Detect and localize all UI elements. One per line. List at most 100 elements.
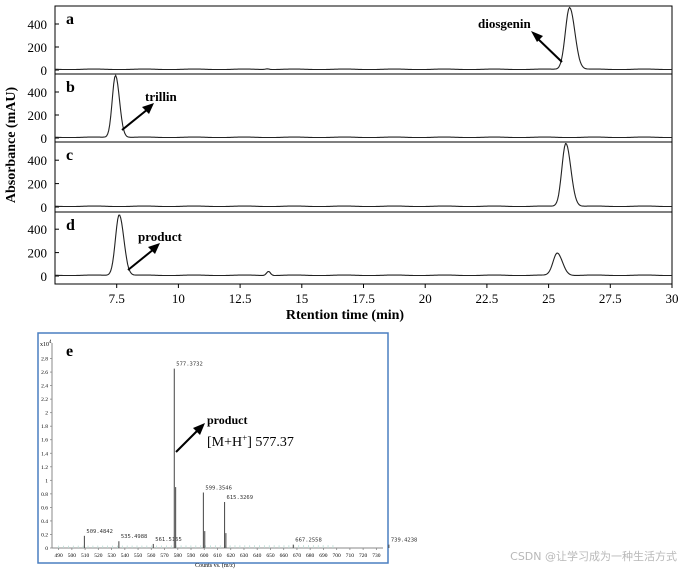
- mass-spectrum-layer: 0 0.2 0.4 0.6 0.8 1 1.2 1.4 1.6 1.8 2 2.2 2.4 2.6 2.8 4…: [41, 357, 417, 559]
- x-tick-label: 17.5: [352, 291, 375, 306]
- panel-b-arrowhead: [142, 103, 154, 114]
- panel-a-ytick-label: 400: [28, 17, 48, 32]
- panel-b-ytick-label: 200: [28, 108, 48, 123]
- ms-ytick-label: 0.4: [41, 519, 48, 525]
- ms-xtick-label: 610: [213, 553, 222, 559]
- panel-a-arrowhead: [531, 31, 543, 42]
- ms-xtick-label: 560: [147, 553, 156, 559]
- y-axis-label: Absorbance (mAU): [4, 87, 19, 204]
- ms-xtick-label: 690: [319, 553, 328, 559]
- x-tick-label: 15: [295, 291, 308, 306]
- ms-xtick-label: 550: [134, 553, 143, 559]
- panel-a-ytick-label: 200: [28, 40, 48, 55]
- ms-ytick-label: 2.8: [41, 357, 48, 363]
- ms-xtick-label: 730: [372, 553, 381, 559]
- ms-ytick-label: 2.6: [41, 370, 48, 376]
- x-tick-label: 22.5: [476, 291, 499, 306]
- ms-xtick-label: 630: [240, 553, 249, 559]
- panel-d-arrowhead: [148, 243, 160, 254]
- ms-peak-label: 599.3546: [205, 486, 232, 492]
- panel-b-annotation: trillin: [145, 89, 178, 104]
- panel-d-annotation: product: [138, 229, 182, 244]
- ms-xtick-label: 660: [280, 553, 289, 559]
- ms-product-arrowhead: [193, 423, 205, 435]
- ms-ytick-label: 0: [45, 546, 48, 552]
- ms-peak-label: 667.2558: [295, 538, 322, 544]
- panel-d-ytick-label: 200: [28, 246, 48, 261]
- ms-xtick-label: 680: [306, 553, 315, 559]
- ms-peak-label: 509.4842: [86, 529, 113, 535]
- panel-d-ytick-label: 0: [41, 269, 48, 284]
- ms-ytick-label: 0.2: [41, 532, 48, 538]
- ms-xtick-label: 530: [107, 553, 116, 559]
- ms-xtick-label: 590: [187, 553, 196, 559]
- panel-b-ytick-label: 0: [41, 131, 48, 146]
- panel-c-ytick-label: 0: [41, 200, 48, 215]
- ms-peak-label: 577.3732: [176, 362, 203, 368]
- ms-ion-label: [M+H+] 577.37: [207, 433, 294, 450]
- ms-xtick-label: 490: [54, 553, 63, 559]
- ms-x-axis-label: Counts vs. (m/z): [195, 562, 235, 569]
- ms-ytick-label: 0.8: [41, 492, 48, 498]
- panel-b-arrow: [121, 108, 149, 131]
- panel-a-arrow: [535, 36, 563, 63]
- x-tick-label: 30: [666, 291, 679, 306]
- panel-b-label: b: [66, 79, 75, 96]
- panel-a-annotation: diosgenin: [478, 16, 532, 31]
- ms-peak-label: 739.4238: [391, 538, 418, 544]
- ms-ytick-label: 1.8: [41, 424, 48, 430]
- ms-xtick-label: 620: [227, 553, 236, 559]
- panel-c-trace: [54, 142, 672, 208]
- panel-a-ytick-label: 0: [41, 63, 48, 78]
- ms-peak-label: 561.5165: [155, 537, 182, 543]
- ms-xtick-label: 540: [121, 553, 130, 559]
- ms-ytick-label: 1.6: [41, 438, 48, 444]
- watermark: CSDN @让学习成为一种生活方式: [510, 550, 677, 563]
- ms-xtick-label: 600: [200, 553, 209, 559]
- x-axis-label: Rtention time (min): [286, 308, 405, 323]
- x-tick-label: 27.5: [599, 291, 622, 306]
- x-tick-label: 7.5: [109, 291, 125, 306]
- panel-d-trace: [54, 214, 672, 277]
- ms-peak-label: 535.4988: [121, 534, 148, 540]
- panel-b-ytick-label: 400: [28, 85, 48, 100]
- ms-y-multiplier: x104: [40, 340, 52, 348]
- ms-xtick-label: 510: [81, 553, 90, 559]
- ms-xtick-label: 500: [68, 553, 77, 559]
- ms-ytick-label: 2.4: [41, 384, 48, 390]
- panel-a-label: a: [66, 11, 74, 28]
- ms-xtick-label: 720: [359, 553, 368, 559]
- ms-peak-label: 615.3269: [227, 495, 254, 501]
- ms-xtick-label: 580: [174, 553, 183, 559]
- x-tick-label: 10: [172, 291, 185, 306]
- panel-d-ytick-label: 400: [28, 222, 48, 237]
- ms-ytick-label: 1.2: [41, 465, 48, 471]
- panel-b-trace: [55, 74, 672, 139]
- ms-xtick-label: 710: [346, 553, 355, 559]
- x-tick-label: 20: [419, 291, 432, 306]
- x-tick-label: 25: [542, 291, 555, 306]
- ms-product-title: product: [207, 413, 247, 427]
- ms-xtick-label: 640: [253, 553, 262, 559]
- panel-a-trace: [55, 6, 672, 71]
- ms-ytick-label: 2.2: [41, 397, 48, 403]
- panel-d-arrow: [127, 248, 155, 271]
- ms-ytick-label: 2: [45, 411, 48, 417]
- ms-xtick-label: 700: [333, 553, 342, 559]
- panel-c-ytick-label: 400: [28, 153, 48, 168]
- panel-a-frame: [54, 5, 673, 75]
- x-tick-label: 12.5: [229, 291, 252, 306]
- ms-product-arrow: [175, 427, 201, 453]
- ms-ytick-label: 1.4: [41, 451, 48, 457]
- ms-ytick-label: 1: [45, 478, 48, 484]
- ms-ytick-label: 0.6: [41, 505, 48, 511]
- ms-panel-label: e: [66, 343, 73, 360]
- panel-d-frame: [54, 211, 673, 285]
- panel-d-label: d: [66, 217, 75, 234]
- ms-panel-frame: [37, 332, 389, 564]
- ms-xtick-label: 570: [160, 553, 169, 559]
- ms-xtick-label: 670: [293, 553, 302, 559]
- ms-xtick-label: 520: [94, 553, 103, 559]
